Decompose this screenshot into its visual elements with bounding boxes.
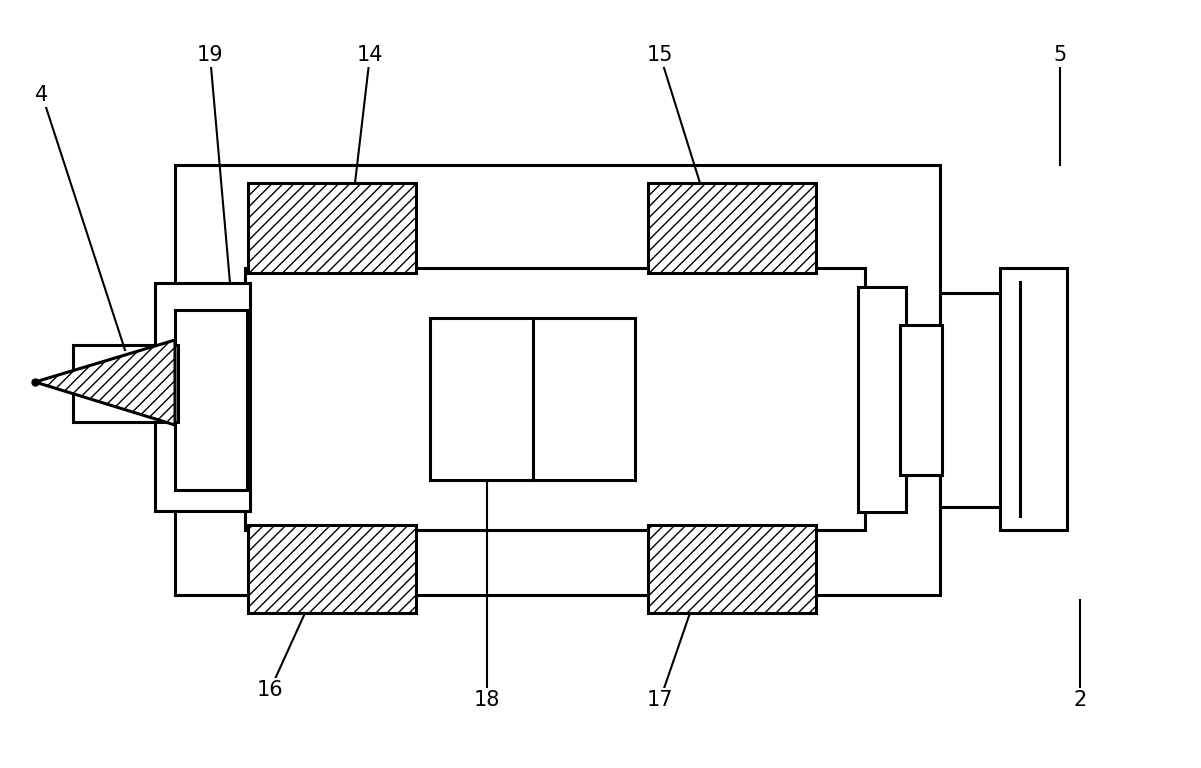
- Text: 17: 17: [647, 690, 674, 710]
- Bar: [245, 268, 865, 530]
- Bar: [430, 318, 635, 480]
- Text: 4: 4: [35, 85, 48, 105]
- Bar: [247, 525, 416, 613]
- Text: 19: 19: [197, 45, 223, 65]
- Bar: [1000, 268, 1066, 530]
- Text: 16: 16: [257, 680, 283, 700]
- Bar: [155, 283, 250, 511]
- Bar: [247, 183, 416, 273]
- Bar: [900, 325, 942, 475]
- Bar: [73, 345, 178, 422]
- Text: 15: 15: [647, 45, 674, 65]
- Text: 18: 18: [474, 690, 500, 710]
- Bar: [175, 310, 247, 490]
- Text: 14: 14: [357, 45, 383, 65]
- Bar: [940, 293, 1002, 507]
- Bar: [858, 287, 906, 512]
- Bar: [175, 165, 940, 595]
- Text: 2: 2: [1074, 690, 1087, 710]
- Bar: [649, 525, 815, 613]
- Text: 5: 5: [1053, 45, 1066, 65]
- Bar: [649, 183, 815, 273]
- Polygon shape: [35, 340, 175, 425]
